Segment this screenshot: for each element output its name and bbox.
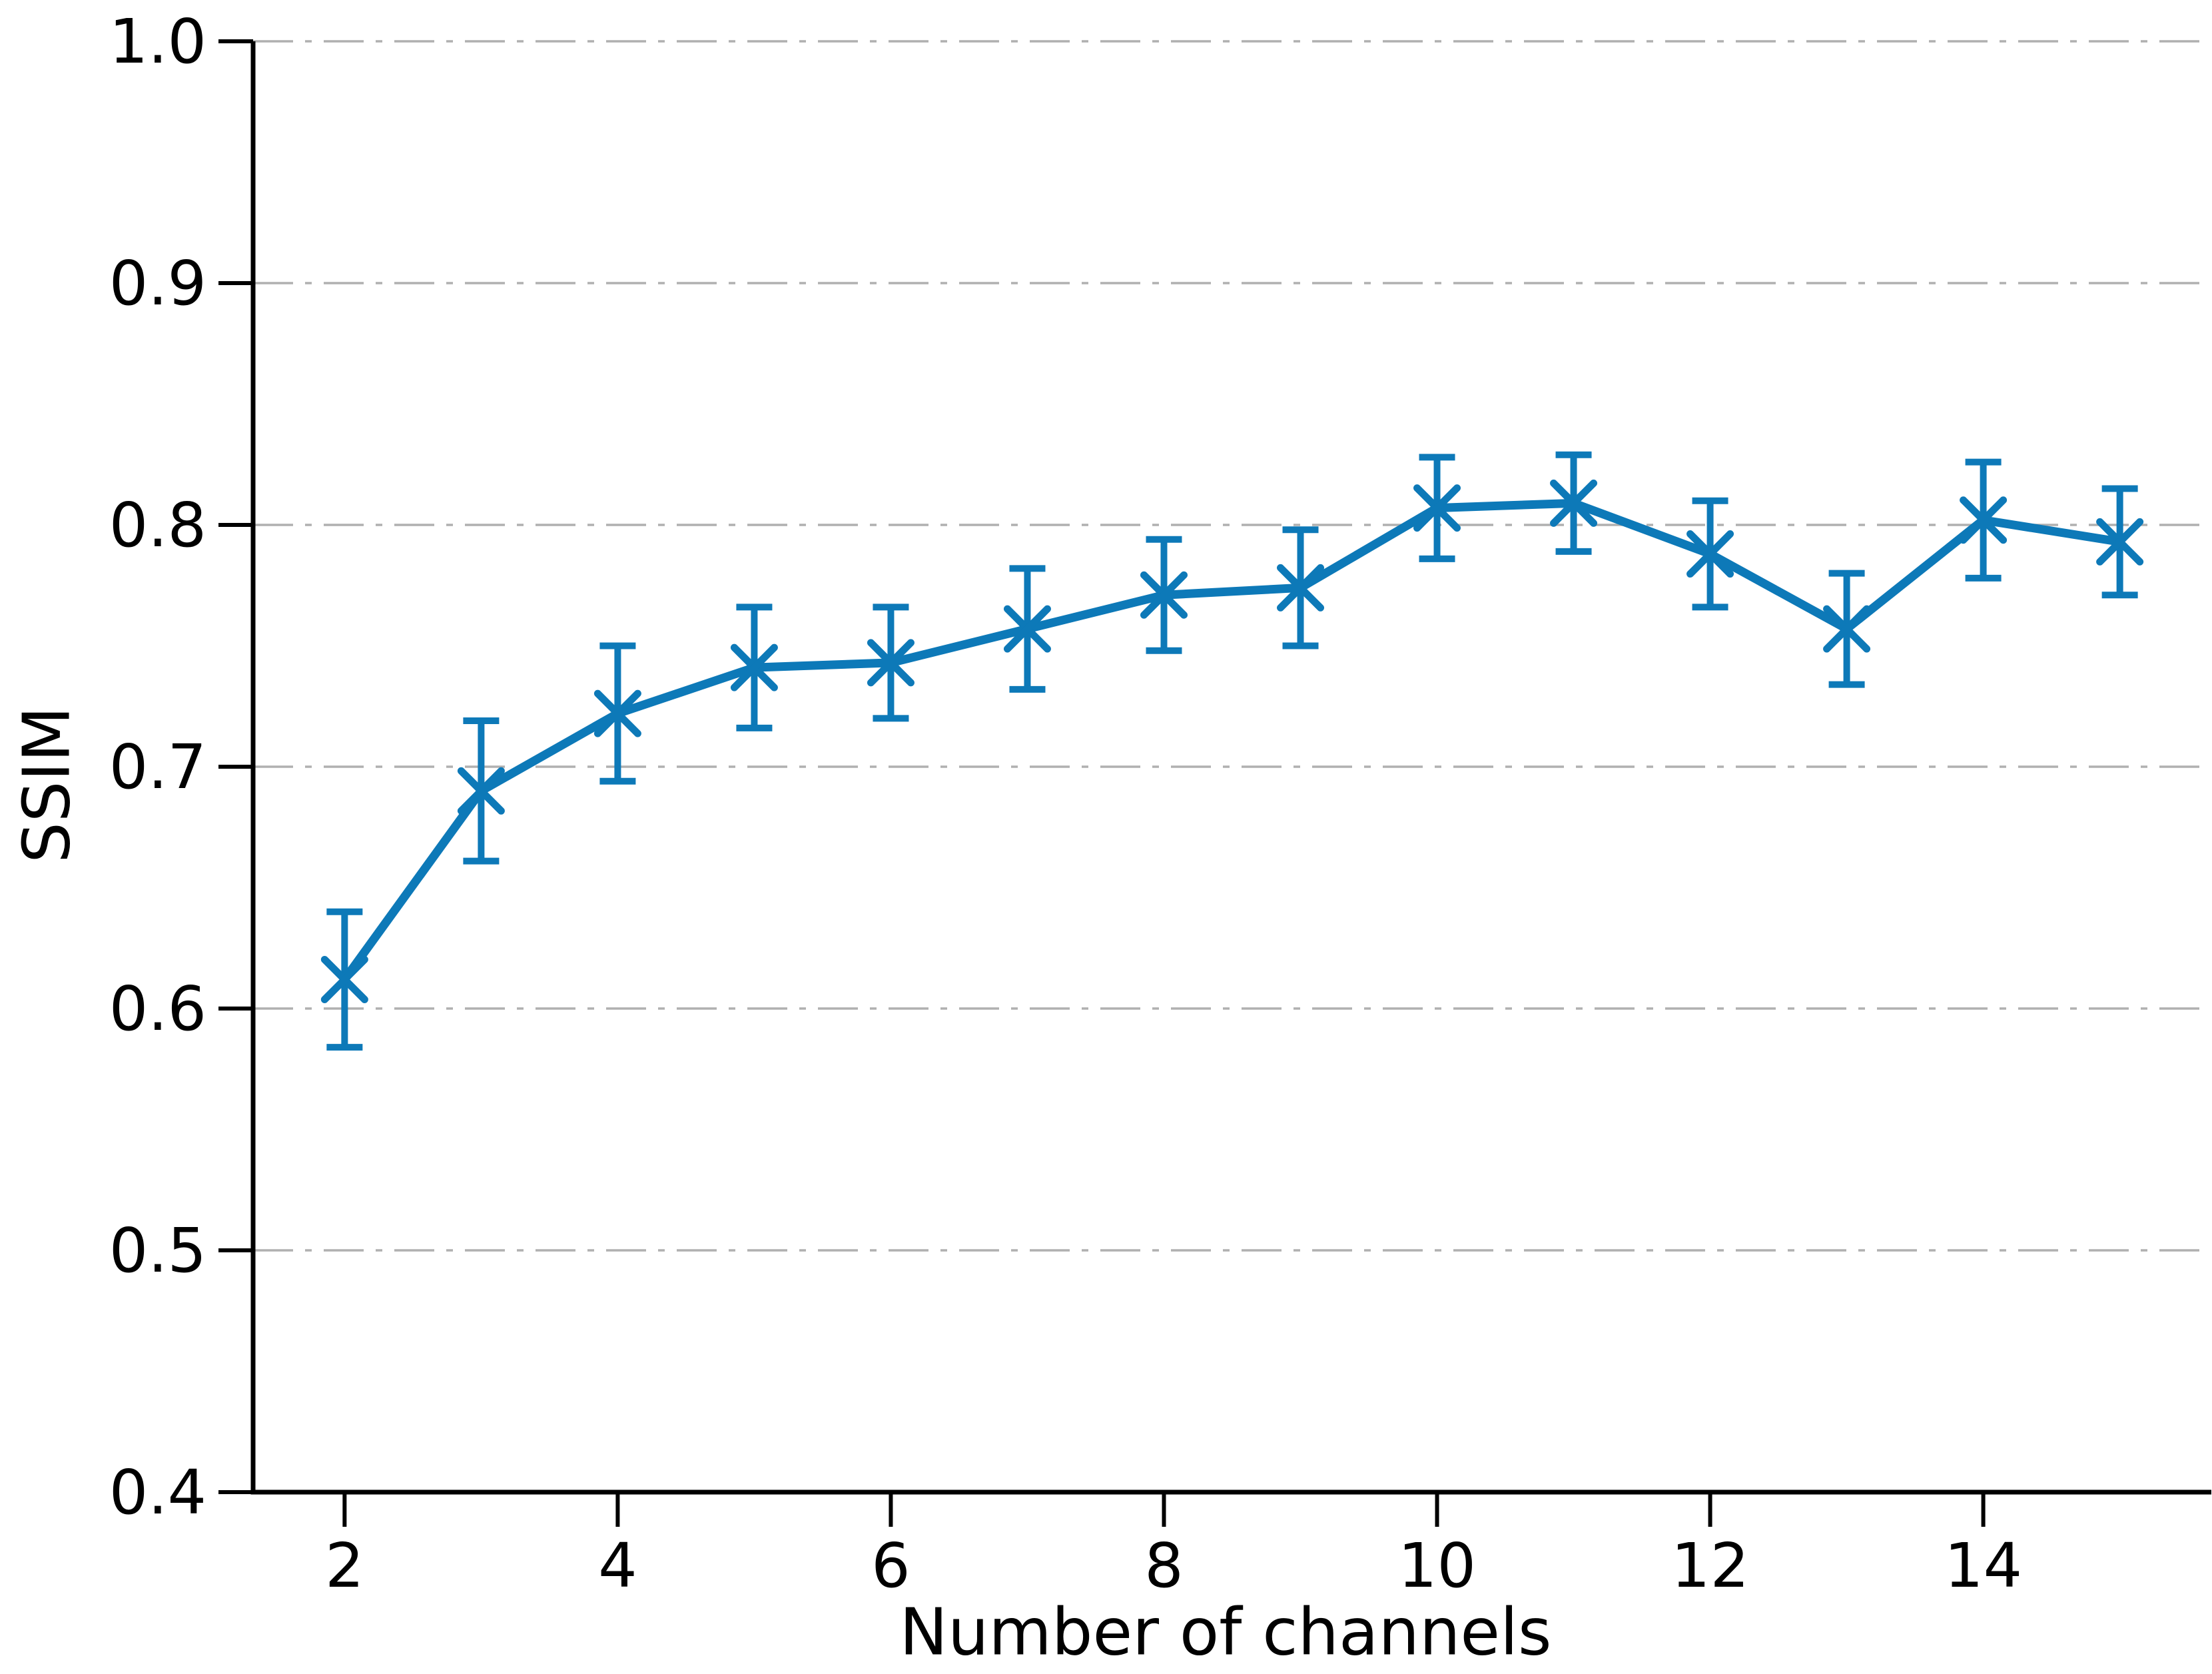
y-tick-label: 0.6 [109, 973, 206, 1045]
x-tick-label: 2 [325, 1530, 364, 1601]
data-point-marker [320, 955, 368, 1003]
data-point-marker [1960, 496, 2008, 544]
series-line [340, 498, 2125, 984]
data-point-marker [1823, 605, 1871, 653]
x-tick-label: 4 [598, 1530, 637, 1601]
y-tick-label: 0.7 [109, 731, 206, 803]
y-tick-label: 0.5 [109, 1215, 206, 1286]
x-tick-label: 10 [1398, 1530, 1476, 1601]
y-tick-label: 0.4 [109, 1457, 206, 1528]
data-point-marker [1140, 571, 1188, 619]
data-point-marker [2096, 518, 2144, 566]
x-tick-label: 12 [1671, 1530, 1749, 1601]
data-point-marker [1003, 605, 1051, 653]
y-tick-label: 1.0 [109, 6, 206, 77]
x-tick-label: 6 [871, 1530, 911, 1601]
x-axis-label: Number of channels [899, 1594, 1552, 1670]
data-point-marker [730, 643, 778, 691]
data-point-marker [593, 689, 641, 737]
y-tick-label: 0.8 [109, 490, 206, 561]
y-axis-label: SSIM [9, 706, 85, 863]
data-point-marker [1686, 530, 1734, 578]
x-tick-label: 8 [1144, 1530, 1184, 1601]
y-tick-label: 0.9 [109, 248, 206, 319]
data-point-marker [1550, 479, 1598, 527]
data-point-marker [1277, 564, 1325, 612]
data-point-marker [1413, 484, 1461, 532]
data-point-marker [867, 639, 915, 687]
data-point-marker [457, 767, 505, 815]
x-tick-label: 14 [1944, 1530, 2022, 1601]
